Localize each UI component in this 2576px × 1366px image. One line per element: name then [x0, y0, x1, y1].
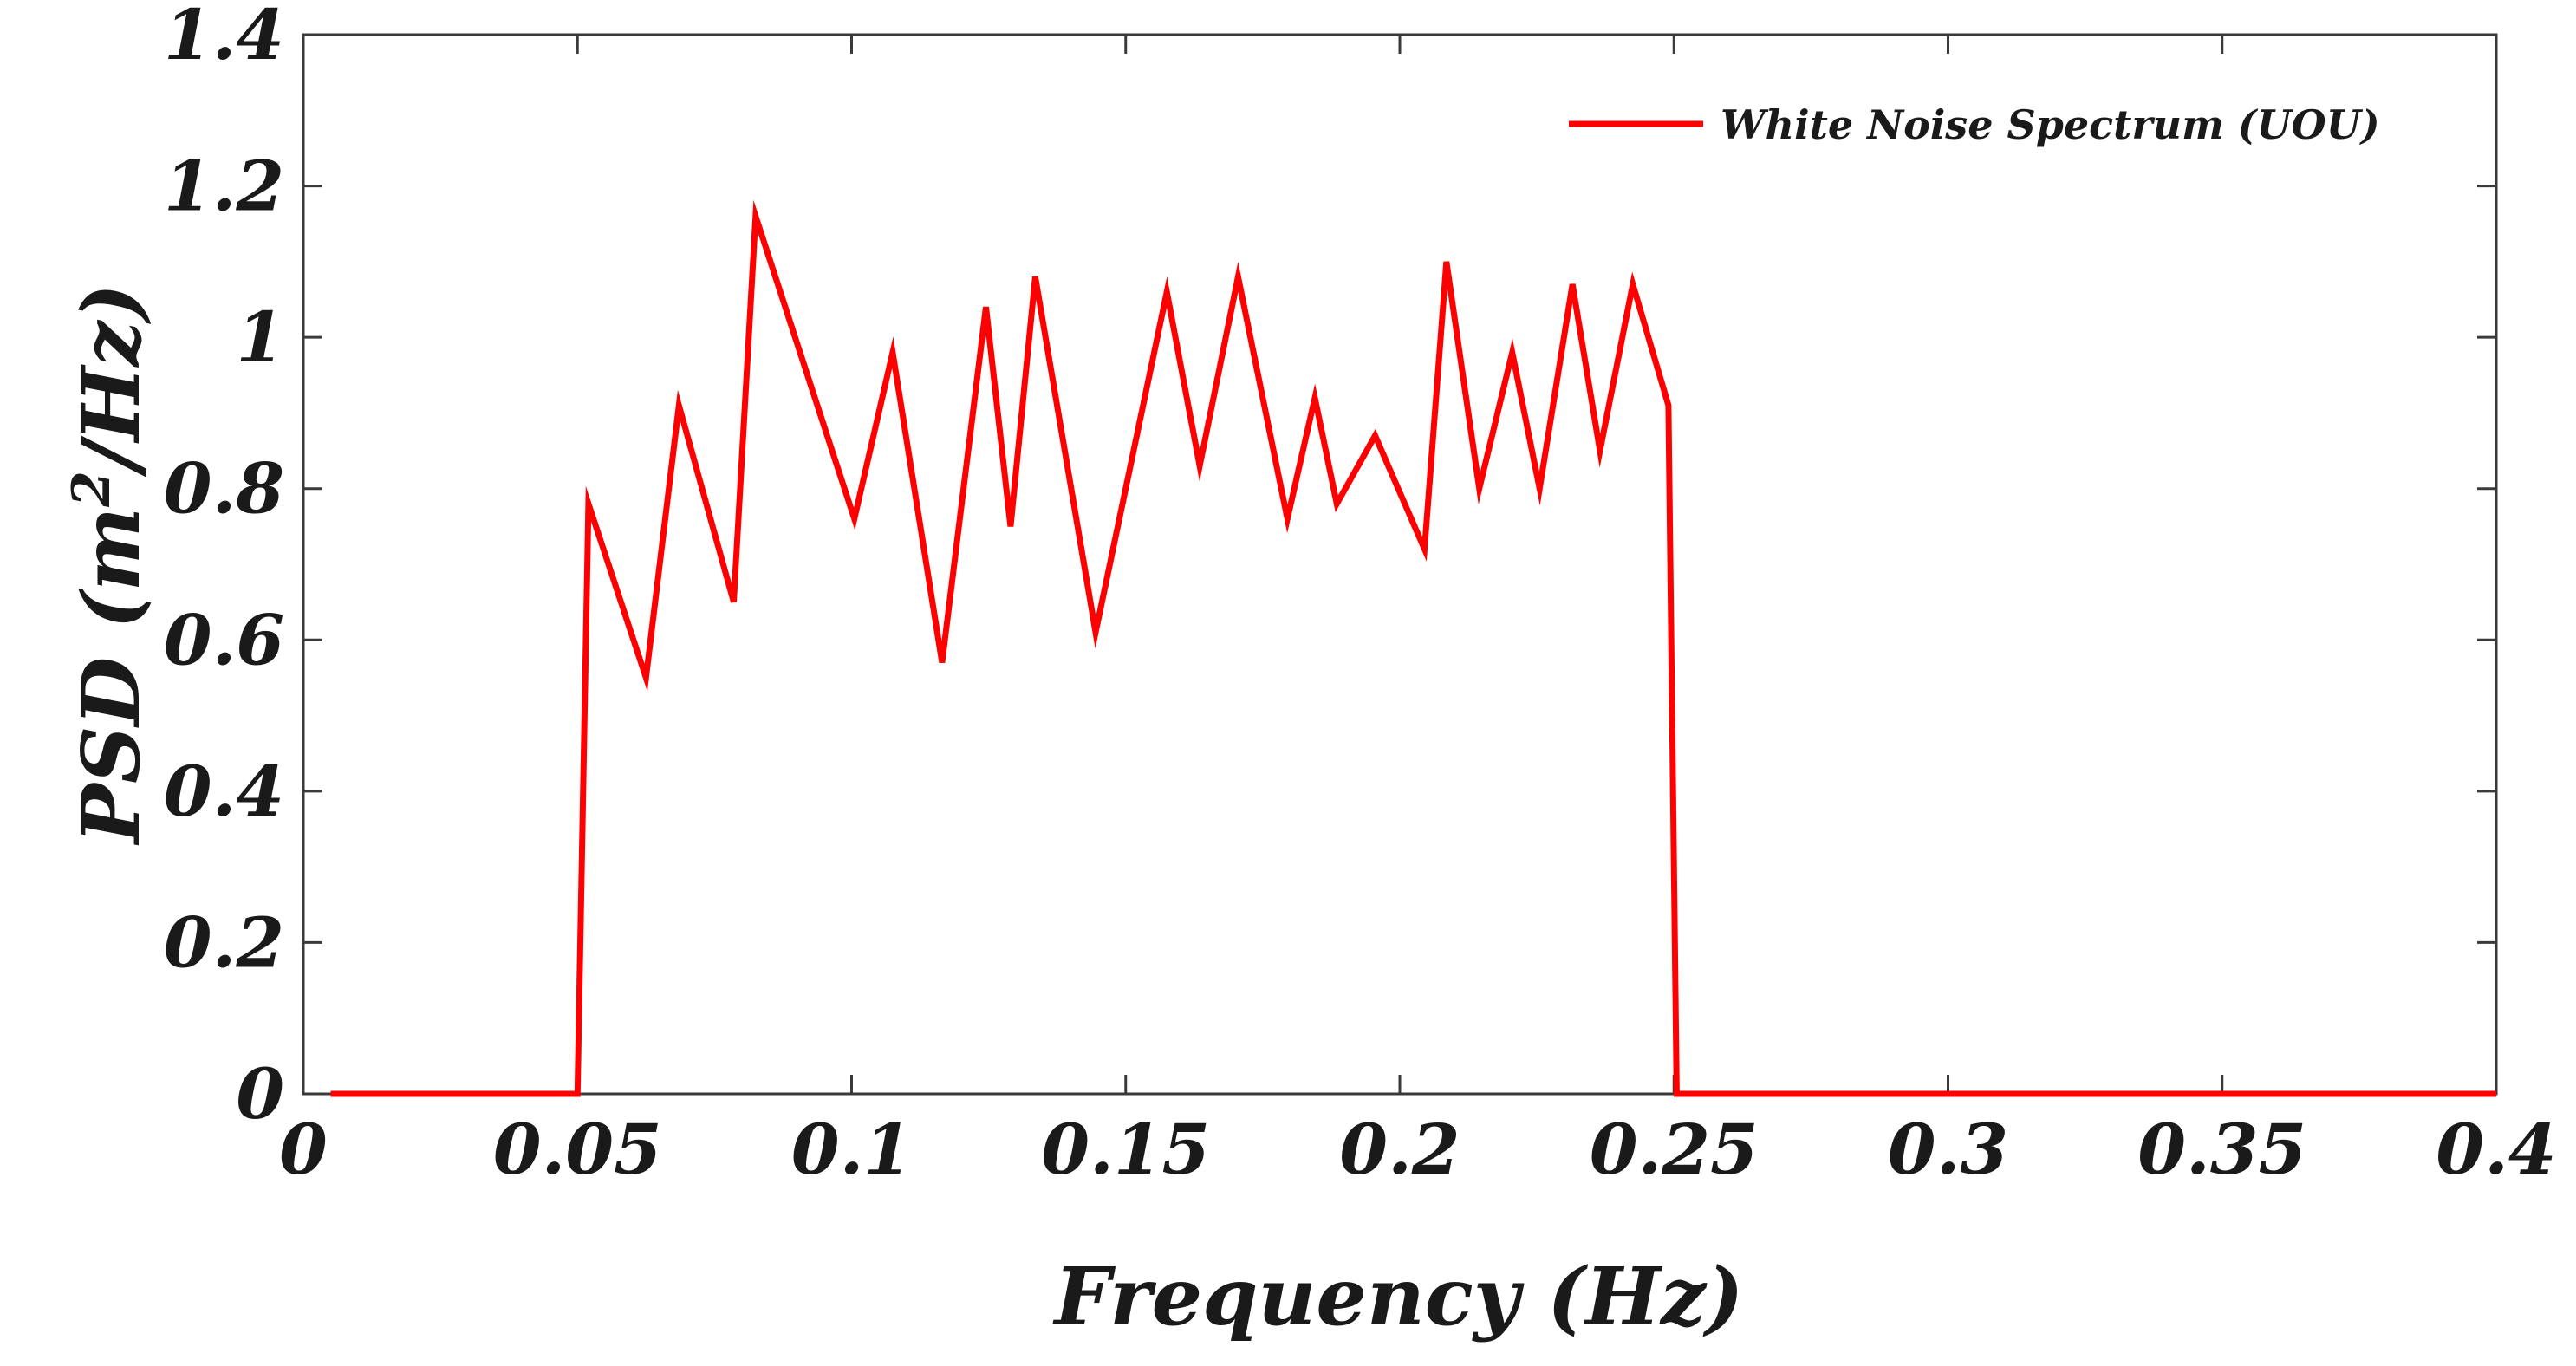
x-tick-label: 0.1: [791, 1109, 912, 1190]
x-tick-label: 0.35: [2137, 1109, 2306, 1190]
x-axis-title: Frequency (Hz): [1051, 1250, 1743, 1343]
x-tick-label: 0.4: [2436, 1109, 2556, 1190]
x-tick-label: 0.05: [493, 1109, 662, 1190]
legend: White Noise Spectrum (UOU): [1569, 101, 2380, 148]
x-tick-label: 0.15: [1041, 1109, 1210, 1190]
y-tick-labels: 0 0.2 0.4 0.6 0.8 1 1.2 1.4: [164, 0, 284, 1135]
tick-marks: [302, 33, 2498, 1096]
y-tick-label: 0.8: [164, 448, 284, 530]
x-tick-label: 0.2: [1339, 1109, 1460, 1190]
y-axis-title: PSD (m2/Hz): [62, 283, 158, 846]
y-tick-label: 0: [236, 1053, 284, 1135]
legend-label-white-noise: White Noise Spectrum (UOU): [1721, 101, 2380, 148]
x-tick-label: 0: [279, 1109, 328, 1190]
x-tick-labels: 0 0.05 0.1 0.15 0.2 0.25 0.3 0.35 0.4: [279, 1109, 2556, 1190]
series-group: [330, 199, 2496, 1097]
series-line-white-noise-spectrum: [330, 199, 2496, 1097]
y-axis-title-prefix: PSD (m: [64, 507, 158, 846]
y-tick-label: 1.4: [164, 0, 284, 75]
y-tick-label: 0.4: [164, 751, 284, 832]
x-tick-label: 0.25: [1590, 1109, 1759, 1190]
y-tick-label: 1: [236, 296, 284, 378]
x-tick-label: 0.3: [1888, 1109, 2008, 1190]
y-axis-title-suffix: /Hz): [64, 283, 158, 478]
y-tick-label: 1.2: [164, 146, 284, 227]
y-tick-label: 0.6: [164, 599, 284, 680]
y-axis-title-superscript: 2: [62, 471, 122, 508]
y-tick-label: 0.2: [164, 901, 284, 983]
